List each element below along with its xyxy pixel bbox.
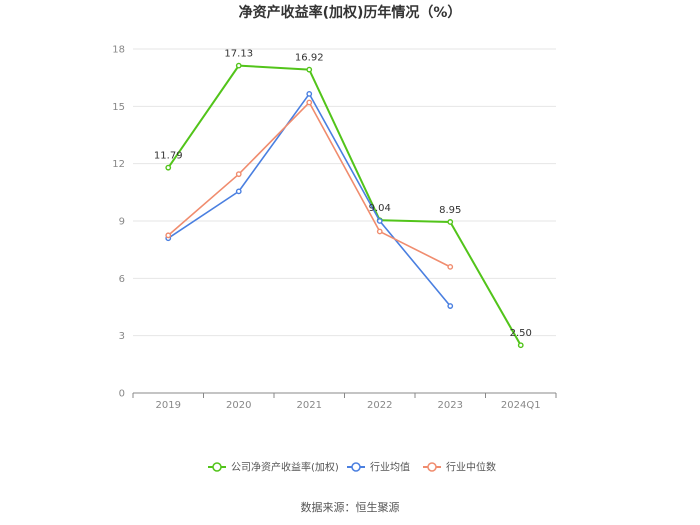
data-source: 数据来源：恒生聚源 (301, 500, 400, 514)
data-point (165, 232, 172, 239)
y-tick-label: 3 (119, 331, 125, 342)
legend-marker (427, 462, 437, 472)
data-point (306, 66, 313, 73)
legend-marker (351, 462, 361, 472)
axes: 0 3 6 9 12 15 18 2019 2020 2021 2022 2023 2024Q1 (112, 45, 557, 411)
data-point (235, 62, 242, 69)
data-point (306, 91, 313, 97)
y-tick-label: 18 (112, 45, 125, 56)
data-label: 8.95 (439, 205, 461, 216)
y-tick-label: 0 (119, 389, 125, 400)
y-tick-label: 6 (119, 274, 125, 285)
data-label: 2.50 (510, 328, 532, 339)
series-line-2 (167, 93, 451, 307)
legend-label: 公司净资产收益率(加权) (231, 461, 339, 474)
y-tick-label: 15 (112, 102, 125, 113)
x-tick-label: 2022 (367, 400, 392, 411)
data-labels: 11.79 17.13 16.92 9.04 8.95 2.50 (154, 49, 532, 340)
data-point (517, 342, 524, 349)
data-label: 17.13 (224, 49, 253, 60)
data-point (235, 171, 242, 178)
data-point (306, 99, 313, 106)
x-tick-label: 2023 (438, 400, 463, 411)
series-line-3 (167, 101, 451, 268)
legend-label: 行业均值 (370, 461, 410, 474)
x-tick-label: 2021 (297, 400, 322, 411)
data-label: 16.92 (295, 53, 324, 64)
x-tick-label: 2019 (156, 400, 181, 411)
data-point (376, 228, 383, 235)
data-point (376, 218, 383, 224)
series-lines (165, 62, 524, 349)
y-tick-label: 9 (119, 217, 125, 228)
chart-title: 净资产收益率(加权)历年情况（%） (239, 4, 462, 21)
grid-lines (133, 48, 556, 337)
data-point (447, 303, 454, 309)
data-label: 9.04 (369, 203, 391, 214)
x-tick-label: 2020 (226, 400, 251, 411)
legend: 公司净资产收益率(加权) 行业均值 行业中位数 (208, 461, 496, 474)
x-tick-label: 2024Q1 (501, 400, 541, 411)
data-point (447, 263, 454, 270)
data-point (235, 188, 242, 195)
data-point (165, 164, 172, 171)
y-tick-label: 12 (112, 159, 125, 170)
data-point (447, 219, 454, 225)
series-line-1 (167, 64, 522, 346)
data-label: 11.79 (154, 151, 183, 162)
legend-marker (212, 462, 222, 472)
legend-label: 行业中位数 (446, 461, 496, 474)
